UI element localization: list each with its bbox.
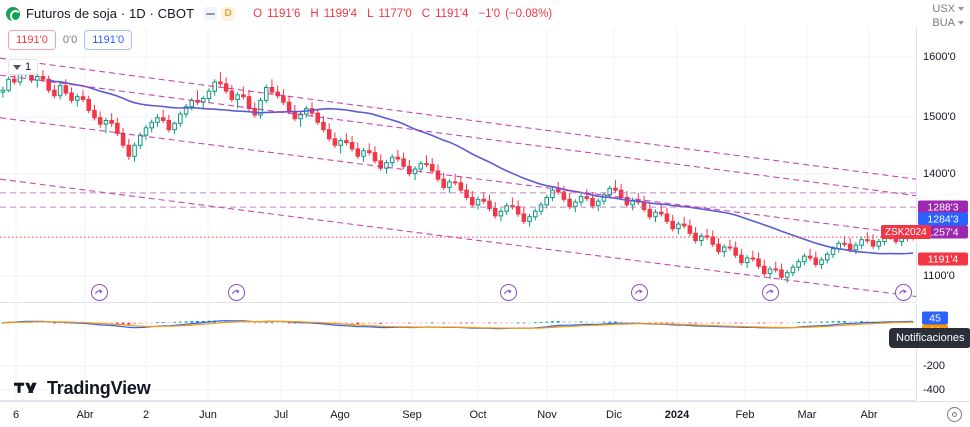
unit-bua-label: BUA <box>932 17 955 29</box>
bid-ask-badges: 1191'0 0'0 1191'0 <box>8 30 133 51</box>
time-axis-tick: Nov <box>537 409 557 421</box>
interval-badge[interactable]: D <box>221 6 236 21</box>
price-axis-tick: 1500'0 <box>923 111 956 123</box>
ohlc-legend: O 1191'6 H 1199'4 L 1177'0 C 1191'4 −1'0 (−0.08%) <box>253 8 557 20</box>
contract-price-tag[interactable]: ZSK2024 <box>881 225 931 239</box>
layer-count-chip[interactable]: 1 <box>8 59 39 75</box>
tradingview-logo-icon <box>14 382 37 393</box>
notifications-tooltip: Notificaciones <box>889 328 970 348</box>
macd-pane[interactable] <box>0 304 916 400</box>
time-axis-tick: Feb <box>735 409 755 421</box>
time-axis-tick: 2024 <box>664 409 690 421</box>
time-axis[interactable]: 6 Abr 2 Jun Jul Ago Sep Oct Nov Dic 2024 Feb Mar Abr <box>0 401 970 427</box>
rollover-arrow-icon[interactable] <box>500 284 517 301</box>
ohlc-close: C 1191'4 <box>421 7 469 20</box>
time-axis-tick: 6 <box>12 409 20 421</box>
price-axis-badge[interactable]: 1284'3 <box>918 212 968 226</box>
spread-label: 0'0 <box>62 34 78 47</box>
dash-icon[interactable] <box>204 7 218 20</box>
time-axis-tick: Abr <box>76 409 94 421</box>
bid-price-badge[interactable]: 1191'0 <box>8 30 56 51</box>
time-axis-tick: Jul <box>273 409 289 421</box>
rollover-arrow-icon[interactable] <box>895 284 912 301</box>
unit-selector-usx[interactable]: USX <box>930 3 966 15</box>
chart-header: Futuros de soja · 1D · CBOT D O 1191'6 H 11… <box>0 0 970 29</box>
ohlc-change: −1'0 <box>478 7 501 20</box>
rollover-arrow-icon[interactable] <box>91 284 108 301</box>
pane-divider-top <box>0 302 916 303</box>
unit-usx-label: USX <box>932 3 955 15</box>
price-axis[interactable]: 1600'0 1500'0 1400'0 1100'0 1288'3 1284'3 1257… <box>916 27 970 302</box>
time-axis-tick: Oct <box>469 409 487 421</box>
symbol-title[interactable]: Futuros de soja · 1D · CBOT <box>26 6 195 21</box>
ohlc-low: L 1177'0 <box>367 7 412 20</box>
chevron-down-icon <box>958 7 964 11</box>
chevron-down-icon <box>958 21 964 25</box>
price-axis-tick: 1100'0 <box>923 270 955 282</box>
macd-axis-tick: -400 <box>923 384 946 396</box>
macd-axis[interactable]: -200-4004526 <box>916 304 970 400</box>
price-plot <box>0 27 916 302</box>
time-axis-tick: Abr <box>860 409 878 421</box>
price-axis-badge[interactable]: 1288'3 <box>918 200 968 214</box>
macd-axis-badge[interactable]: 45 <box>922 311 948 325</box>
time-axis-tick: Jun <box>199 409 217 421</box>
unit-selector-bua[interactable]: BUA <box>930 17 966 29</box>
time-axis-tick: Dic <box>606 409 622 421</box>
ohlc-change-pct: (−0.08%) <box>505 7 553 20</box>
crosshair-target-icon[interactable] <box>947 407 962 422</box>
price-chart-pane[interactable] <box>0 27 916 302</box>
tradingview-watermark-text: TradingView <box>47 378 151 398</box>
time-axis-tick: Ago <box>330 409 350 421</box>
ohlc-high: H 1199'4 <box>310 7 358 20</box>
tradingview-watermark: TradingView <box>14 378 151 399</box>
chevron-down-icon <box>13 64 21 70</box>
time-axis-tick: Mar <box>797 409 817 421</box>
macd-plot <box>0 304 916 400</box>
macd-axis-tick: -200 <box>923 360 946 372</box>
pane-divider-bottom <box>0 400 916 401</box>
price-axis-tick: 1400'0 <box>923 168 956 180</box>
layer-count-label: 1 <box>25 61 32 73</box>
price-axis-tick: 1600'0 <box>923 51 956 63</box>
time-axis-tick: 2 <box>142 409 150 421</box>
rollover-arrow-icon[interactable] <box>762 284 779 301</box>
time-axis-tick: Sep <box>402 409 422 421</box>
unit-menus: USX BUA <box>930 3 966 29</box>
cbot-circle-logo-icon <box>6 6 21 22</box>
ask-price-badge[interactable]: 1191'0 <box>84 30 133 51</box>
ohlc-open: O 1191'6 <box>253 7 301 20</box>
rollover-arrow-icon[interactable] <box>228 284 245 301</box>
price-axis-badge[interactable]: 1191'4 <box>918 252 968 266</box>
rollover-arrow-icon[interactable] <box>631 284 648 301</box>
